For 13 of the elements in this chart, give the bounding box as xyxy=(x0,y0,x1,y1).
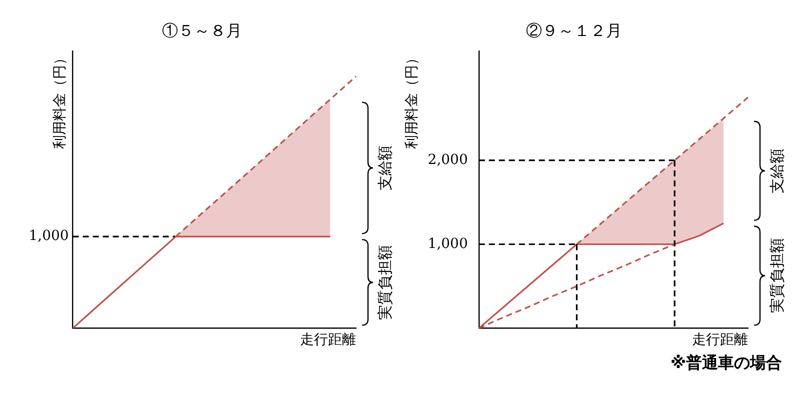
chart-title: ①５～８月 xyxy=(162,20,242,40)
text: 1,000 xyxy=(28,228,69,244)
x-axis-title: 走行距離 xyxy=(300,332,356,348)
y-axis-title: 利用料金（円） xyxy=(404,51,420,150)
y-tick-label: 2,000 xyxy=(428,152,468,168)
y-axis-title: 利用料金（円） xyxy=(52,51,68,150)
text: 支給額 xyxy=(376,145,394,190)
x-axis-title: 走行距離 xyxy=(692,332,748,348)
text: 実質負担額 xyxy=(376,244,394,320)
text: ※普通車の場合 xyxy=(669,353,783,374)
chart-title: ②９～１２月 xyxy=(526,20,622,40)
text: 支給額 xyxy=(768,148,786,194)
text: 実質負担額 xyxy=(768,238,786,314)
